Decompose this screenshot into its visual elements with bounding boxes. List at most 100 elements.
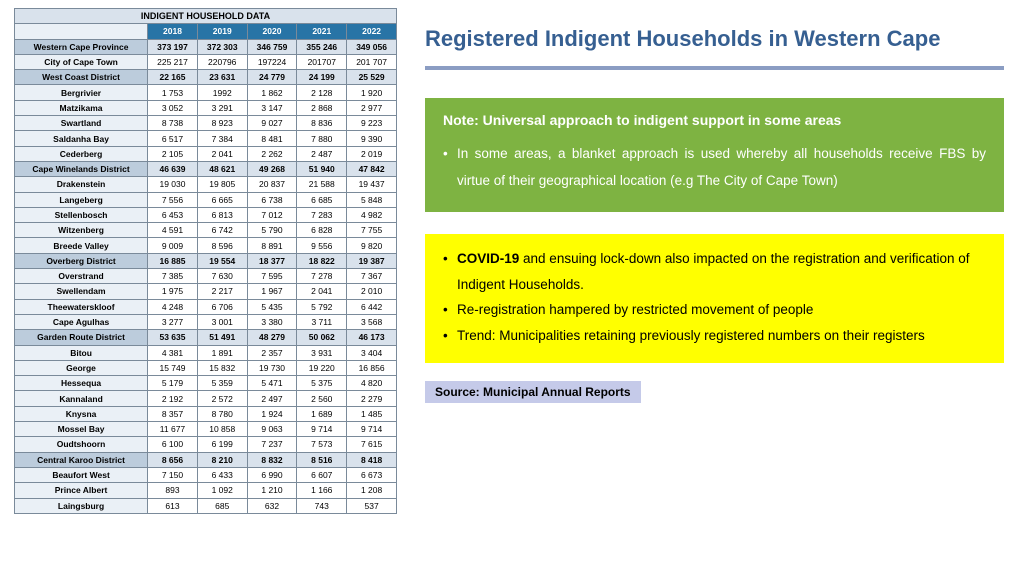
data-cell: 2 497: [247, 391, 297, 406]
table-row: Stellenbosch6 4536 8137 0127 2834 982: [15, 207, 397, 222]
year-header: 2022: [347, 24, 397, 39]
data-cell: 50 062: [297, 330, 347, 345]
year-header: 2020: [247, 24, 297, 39]
row-label: George: [15, 360, 148, 375]
content-panel: Registered Indigent Households in Wester…: [405, 0, 1024, 576]
year-header: 2019: [197, 24, 247, 39]
row-label: Mossel Bay: [15, 422, 148, 437]
table-row: Drakenstein19 03019 80520 83721 58819 43…: [15, 177, 397, 192]
data-cell: 6 433: [197, 467, 247, 482]
table-row: Western Cape Province373 197372 303346 7…: [15, 39, 397, 54]
yellow-bullet-list: COVID-19 and ensuing lock-down also impa…: [443, 246, 986, 349]
row-label: Prince Albert: [15, 483, 148, 498]
data-cell: 22 165: [148, 70, 198, 85]
note-green-box: Note: Universal approach to indigent sup…: [425, 98, 1004, 212]
row-label: Matzikama: [15, 100, 148, 115]
data-cell: 51 491: [197, 330, 247, 345]
row-label: Laingsburg: [15, 498, 148, 513]
data-cell: 19 220: [297, 360, 347, 375]
data-cell: 25 529: [347, 70, 397, 85]
yellow-bullet: COVID-19 and ensuing lock-down also impa…: [443, 246, 986, 297]
data-cell: 49 268: [247, 161, 297, 176]
table-row: Saldanha Bay6 5177 3848 4817 8809 390: [15, 131, 397, 146]
data-cell: 7 573: [297, 437, 347, 452]
data-cell: 6 742: [197, 223, 247, 238]
table-row: Garden Route District53 63551 49148 2795…: [15, 330, 397, 345]
data-cell: 8 656: [148, 452, 198, 467]
data-cell: 4 591: [148, 223, 198, 238]
table-row: Knysna8 3578 7801 9241 6891 485: [15, 406, 397, 421]
row-label: Bergrivier: [15, 85, 148, 100]
data-cell: 6 738: [247, 192, 297, 207]
data-cell: 220796: [197, 54, 247, 69]
data-cell: 19 805: [197, 177, 247, 192]
data-cell: 3 931: [297, 345, 347, 360]
data-cell: 9 027: [247, 116, 297, 131]
data-cell: 9 714: [297, 422, 347, 437]
data-cell: 19 030: [148, 177, 198, 192]
data-cell: 6 100: [148, 437, 198, 452]
data-cell: 53 635: [148, 330, 198, 345]
data-cell: 16 885: [148, 253, 198, 268]
data-cell: 1992: [197, 85, 247, 100]
data-cell: 6 813: [197, 207, 247, 222]
data-cell: 15 832: [197, 360, 247, 375]
data-cell: 10 858: [197, 422, 247, 437]
data-cell: 7 237: [247, 437, 297, 452]
data-cell: 8 418: [347, 452, 397, 467]
data-cell: 2 041: [297, 284, 347, 299]
table-row: Cape Agulhas3 2773 0013 3803 7113 568: [15, 314, 397, 329]
data-cell: 6 706: [197, 299, 247, 314]
table-title: INDIGENT HOUSEHOLD DATA: [15, 9, 397, 24]
data-cell: 7 595: [247, 269, 297, 284]
data-cell: 8 832: [247, 452, 297, 467]
data-cell: 2 128: [297, 85, 347, 100]
row-label: Swellendam: [15, 284, 148, 299]
data-cell: 5 435: [247, 299, 297, 314]
data-cell: 2 279: [347, 391, 397, 406]
blank-header: [15, 24, 148, 39]
data-cell: 47 842: [347, 161, 397, 176]
data-cell: 4 381: [148, 345, 198, 360]
data-cell: 893: [148, 483, 198, 498]
data-cell: 6 442: [347, 299, 397, 314]
data-cell: 16 856: [347, 360, 397, 375]
row-label: Cape Winelands District: [15, 161, 148, 176]
table-row: Laingsburg613685632743537: [15, 498, 397, 513]
data-cell: 613: [148, 498, 198, 513]
data-cell: 1 166: [297, 483, 347, 498]
data-cell: 9 223: [347, 116, 397, 131]
data-cell: 9 390: [347, 131, 397, 146]
data-cell: 3 568: [347, 314, 397, 329]
table-row: Langeberg7 5566 6656 7386 6855 848: [15, 192, 397, 207]
row-label: Theewaterskloof: [15, 299, 148, 314]
data-cell: 1 485: [347, 406, 397, 421]
data-cell: 197224: [247, 54, 297, 69]
data-cell: 1 862: [247, 85, 297, 100]
data-cell: 9 009: [148, 238, 198, 253]
data-cell: 4 982: [347, 207, 397, 222]
data-cell: 8 780: [197, 406, 247, 421]
source-label: Source: Municipal Annual Reports: [425, 381, 641, 403]
table-row: George15 74915 83219 73019 22016 856: [15, 360, 397, 375]
data-cell: 46 639: [148, 161, 198, 176]
data-cell: 8 516: [297, 452, 347, 467]
row-label: West Coast District: [15, 70, 148, 85]
data-cell: 1 924: [247, 406, 297, 421]
table-row: Hessequa5 1795 3595 4715 3754 820: [15, 376, 397, 391]
data-cell: 685: [197, 498, 247, 513]
data-cell: 48 621: [197, 161, 247, 176]
data-cell: 7 615: [347, 437, 397, 452]
table-row: Overstrand7 3857 6307 5957 2787 367: [15, 269, 397, 284]
data-cell: 24 199: [297, 70, 347, 85]
data-cell: 1 891: [197, 345, 247, 360]
data-cell: 7 755: [347, 223, 397, 238]
row-label: Western Cape Province: [15, 39, 148, 54]
data-cell: 19 554: [197, 253, 247, 268]
data-cell: 201 707: [347, 54, 397, 69]
year-header: 2018: [148, 24, 198, 39]
data-cell: 9 063: [247, 422, 297, 437]
table-row: Swartland8 7388 9239 0278 8369 223: [15, 116, 397, 131]
data-cell: 743: [297, 498, 347, 513]
data-cell: 1 753: [148, 85, 198, 100]
